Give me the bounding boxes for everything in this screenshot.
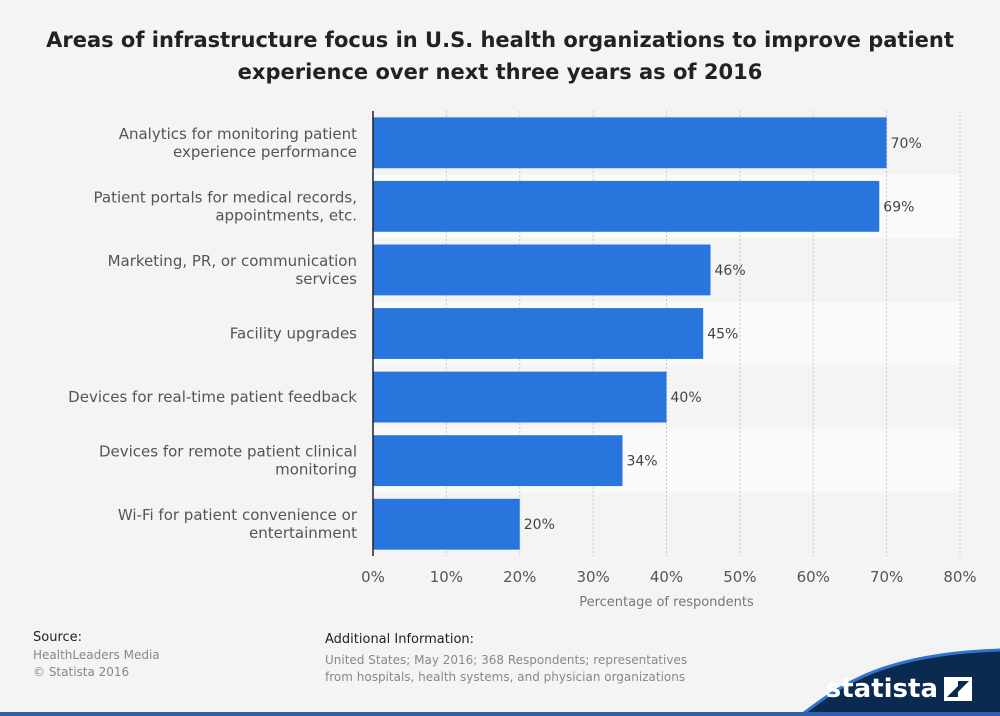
info-heading: Additional Information: — [325, 632, 475, 647]
category-label: appointments, etc. — [215, 206, 357, 224]
bar — [373, 117, 887, 169]
bar — [373, 498, 520, 550]
x-tick-labels: 0% 10% 20% 30% 40% 50% 60% 70% 80% — [361, 568, 977, 586]
value-label: 34% — [626, 454, 657, 470]
info-line: United States; May 2016; 368 Respondents… — [325, 653, 688, 667]
x-tick-label: 10% — [430, 568, 463, 586]
category-label: Patient portals for medical records, — [94, 188, 357, 206]
info-line: from hospitals, health systems, and phys… — [325, 670, 686, 684]
category-label: Devices for real-time patient feedback — [68, 388, 357, 406]
category-label: Facility upgrades — [230, 325, 357, 343]
x-tick-label: 60% — [797, 568, 830, 586]
source-text: HealthLeaders Media © Statista 2016 — [33, 647, 160, 681]
source-line: © Statista 2016 — [33, 665, 130, 679]
bar — [373, 435, 623, 487]
value-label: 40% — [671, 390, 702, 406]
info-text: United States; May 2016; 368 Respondents… — [325, 652, 687, 686]
source-heading: Source: — [33, 630, 83, 645]
x-tick-label: 80% — [943, 568, 976, 586]
category-labels: Analytics for monitoring patientexperien… — [68, 125, 358, 542]
category-label: Wi-Fi for patient convenience or — [118, 506, 358, 524]
bar — [373, 180, 880, 232]
category-label: experience performance — [173, 143, 357, 161]
bar — [373, 371, 667, 423]
value-label: 45% — [707, 327, 738, 343]
x-tick-label: 0% — [361, 568, 385, 586]
chart-title: Areas of infrastructure focus in U.S. he… — [46, 28, 954, 84]
x-tick-label: 30% — [576, 568, 609, 586]
bar — [373, 244, 711, 296]
value-label: 69% — [883, 199, 914, 215]
value-label: 70% — [891, 136, 922, 152]
brand-name: statista — [825, 674, 938, 704]
category-label: Devices for remote patient clinical — [99, 443, 357, 461]
category-label: entertainment — [249, 524, 357, 542]
x-tick-label: 50% — [723, 568, 756, 586]
x-tick-label: 70% — [870, 568, 903, 586]
category-label: Analytics for monitoring patient — [119, 125, 357, 143]
x-axis-title: Percentage of respondents — [579, 595, 754, 610]
statista-logo[interactable]: statista — [826, 674, 972, 704]
x-tick-label: 40% — [650, 568, 683, 586]
value-label: 20% — [524, 517, 555, 533]
bar-chart: Analytics for monitoring patientexperien… — [68, 111, 977, 610]
statista-logo-icon — [944, 677, 972, 701]
category-label: services — [295, 270, 357, 288]
category-label: Marketing, PR, or communication — [108, 252, 357, 270]
source-line: HealthLeaders Media — [33, 648, 160, 662]
x-tick-label: 20% — [503, 568, 536, 586]
brand-bar — [0, 712, 1000, 716]
category-label: monitoring — [275, 461, 357, 479]
bar — [373, 308, 704, 359]
value-labels: 70% 69% 46% 45% 40% 34% 20% — [524, 136, 922, 533]
bars — [373, 117, 887, 550]
value-label: 46% — [715, 263, 746, 279]
